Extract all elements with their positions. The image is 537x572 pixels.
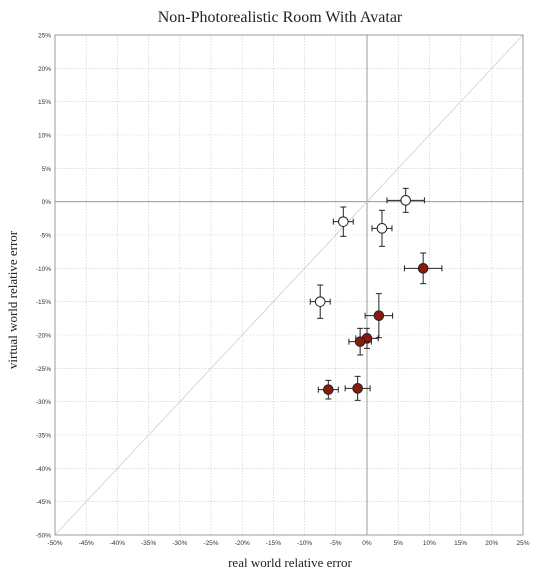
- x-tick-label: -35%: [141, 540, 156, 547]
- y-tick-label: 20%: [38, 66, 51, 73]
- y-tick-label: 15%: [38, 99, 51, 106]
- y-tick-label: -15%: [36, 299, 51, 306]
- y-tick-label: -40%: [36, 466, 51, 473]
- data-point: [371, 209, 393, 247]
- data-point: [364, 293, 394, 339]
- data-point: [317, 379, 339, 400]
- x-tick-label: -20%: [235, 540, 250, 547]
- x-axis-ticks: -50% -45% -40% -35% -30% -25% -20% -15% -10% -5% 0…: [47, 540, 529, 547]
- data-points: [309, 187, 443, 401]
- y-tick-label: 10%: [38, 133, 51, 140]
- x-axis-label: real world relative error: [228, 555, 352, 570]
- x-tick-label: -15%: [266, 540, 281, 547]
- y-tick-label: -10%: [36, 266, 51, 273]
- data-point: [309, 284, 331, 319]
- filled-marker: [417, 263, 429, 274]
- y-axis-ticks: -50% -45% -40% -35% -30% -25% -20% -15% -10% -5% 0…: [36, 33, 51, 540]
- chart-title: Non-Photorealistic Room With Avatar: [158, 9, 403, 26]
- data-point: [344, 375, 371, 401]
- x-tick-label: -30%: [172, 540, 187, 547]
- filled-marker: [323, 384, 334, 395]
- y-tick-label: -30%: [36, 399, 51, 406]
- filled-marker: [352, 383, 363, 394]
- y-axis-label: virtual world relative error: [5, 230, 20, 369]
- data-point: [348, 327, 372, 356]
- x-tick-label: 15%: [454, 540, 467, 547]
- x-tick-label: 5%: [393, 540, 403, 547]
- data-point: [403, 252, 443, 285]
- x-tick-label: 10%: [423, 540, 436, 547]
- y-tick-label: -25%: [36, 366, 51, 373]
- identity-line: [54, 34, 524, 536]
- x-tick-label: 0%: [362, 540, 372, 547]
- filled-marker: [354, 336, 366, 347]
- x-tick-label: -40%: [110, 540, 125, 547]
- open-marker: [314, 296, 326, 307]
- x-tick-label: 20%: [485, 540, 498, 547]
- x-tick-label: -5%: [330, 540, 342, 547]
- x-tick-label: -45%: [79, 540, 94, 547]
- y-tick-label: 25%: [38, 33, 51, 40]
- open-marker: [337, 216, 349, 227]
- y-tick-label: 5%: [42, 166, 52, 173]
- y-tick-label: -5%: [39, 233, 51, 240]
- x-tick-label: -10%: [297, 540, 312, 547]
- y-tick-label: -20%: [36, 333, 51, 340]
- y-tick-label: -35%: [36, 433, 51, 440]
- x-tick-label: -25%: [203, 540, 218, 547]
- open-marker: [376, 223, 388, 234]
- open-marker: [400, 195, 411, 206]
- data-point: [386, 187, 425, 213]
- x-tick-label: 25%: [516, 540, 529, 547]
- y-tick-label: 0%: [42, 199, 52, 206]
- x-tick-label: -50%: [47, 540, 62, 547]
- plot-frame: [54, 34, 524, 536]
- reference-lines: [54, 34, 524, 536]
- y-tick-label: -45%: [36, 499, 51, 506]
- filled-marker: [373, 310, 385, 321]
- y-tick-label: -50%: [36, 533, 51, 540]
- data-point: [332, 206, 354, 237]
